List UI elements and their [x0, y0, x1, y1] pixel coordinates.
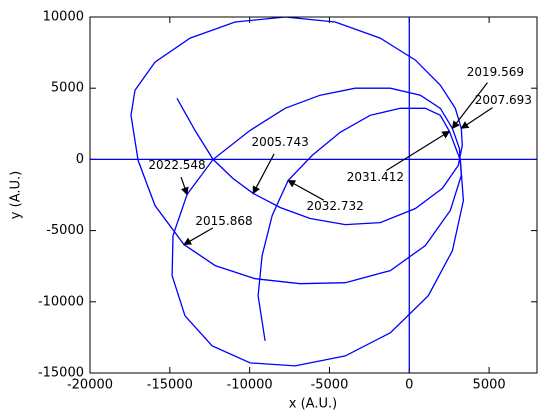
y-tick-label: -15000: [38, 366, 84, 381]
annotation-label: 2032.732: [306, 199, 363, 213]
annotation-arrow: [183, 227, 214, 246]
x-tick-label: -15000: [147, 378, 193, 393]
x-tick-label: -10000: [227, 378, 273, 393]
y-tick-label: 10000: [43, 10, 84, 25]
annotation-arrow: [386, 130, 451, 171]
annotation-arrow: [252, 153, 275, 195]
x-tick-label: 0: [405, 378, 413, 393]
annotation-arrow: [451, 82, 488, 130]
x-tick-label: 5000: [473, 378, 506, 393]
annotation-label: 2019.569: [467, 65, 524, 79]
x-tick-label: -20000: [67, 378, 113, 393]
annotation-arrow: [287, 179, 325, 201]
annotation-label: 2005.743: [252, 135, 309, 149]
y-tick-label: 0: [76, 152, 84, 167]
plot-frame: [89, 16, 538, 374]
y-tick-label: -5000: [46, 223, 84, 238]
annotation-label: 2007.693: [475, 93, 532, 107]
x-tick-label: -5000: [311, 378, 349, 393]
annotation-arrow: [180, 176, 189, 196]
orbit-line: [130, 17, 465, 367]
y-axis-label: y (A.U.): [9, 171, 24, 219]
annotation-label: 2031.412: [347, 170, 404, 184]
annotation-label: 2022.548: [148, 158, 205, 172]
x-axis-label: x (A.U.): [289, 397, 337, 412]
annotation-arrow: [460, 107, 493, 129]
annotation-label: 2015.868: [195, 214, 252, 228]
y-tick-label: 5000: [51, 81, 84, 96]
y-tick-label: -10000: [38, 294, 84, 309]
